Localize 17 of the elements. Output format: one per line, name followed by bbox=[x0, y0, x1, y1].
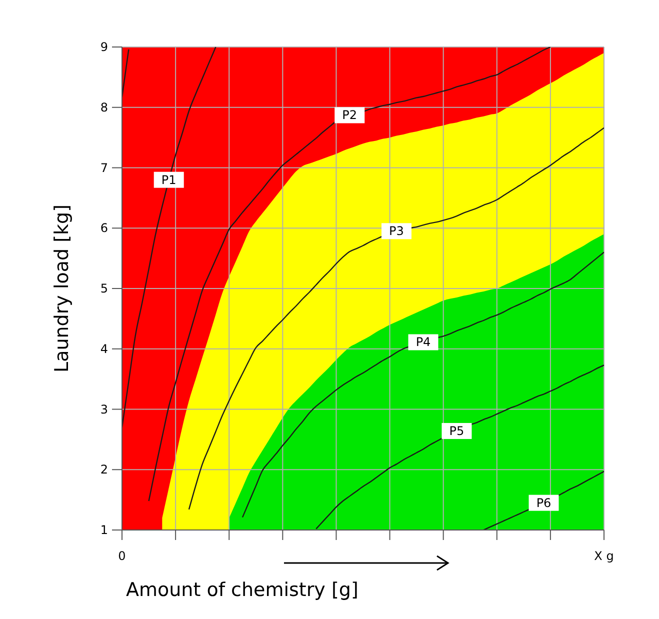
y-tick-label: 1 bbox=[100, 523, 108, 537]
y-tick-label: 6 bbox=[100, 221, 108, 236]
y-tick-label: 5 bbox=[100, 282, 108, 296]
y-tick-label: 2 bbox=[100, 462, 108, 477]
x-tick-label: X g bbox=[594, 549, 614, 563]
line-series bbox=[122, 47, 216, 428]
y-axis-title: Laundry load [kg] bbox=[51, 204, 73, 373]
y-tick-label: 7 bbox=[100, 160, 108, 175]
y-tick-label: 3 bbox=[100, 402, 108, 416]
x-axis-title: Amount of chemistry [g] bbox=[126, 579, 358, 601]
line-series bbox=[188, 127, 604, 510]
x-tick-label: 0 bbox=[118, 549, 126, 563]
line-series bbox=[482, 470, 604, 530]
line-series bbox=[316, 364, 604, 530]
y-tick-label: 9 bbox=[100, 40, 108, 54]
y-tick-label: 4 bbox=[100, 342, 108, 356]
y-tick-label: 8 bbox=[100, 100, 108, 114]
